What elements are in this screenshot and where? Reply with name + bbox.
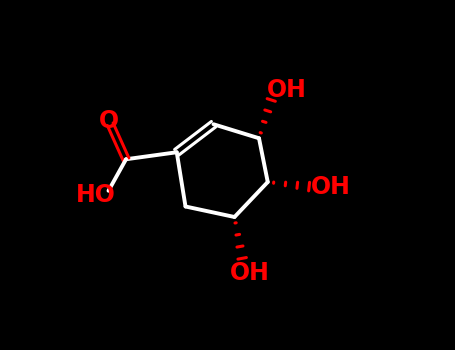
Text: O: O [98,109,119,133]
Text: OH: OH [230,261,270,285]
Text: OH: OH [311,175,351,199]
Text: OH: OH [267,78,307,102]
Text: HO: HO [76,183,116,207]
